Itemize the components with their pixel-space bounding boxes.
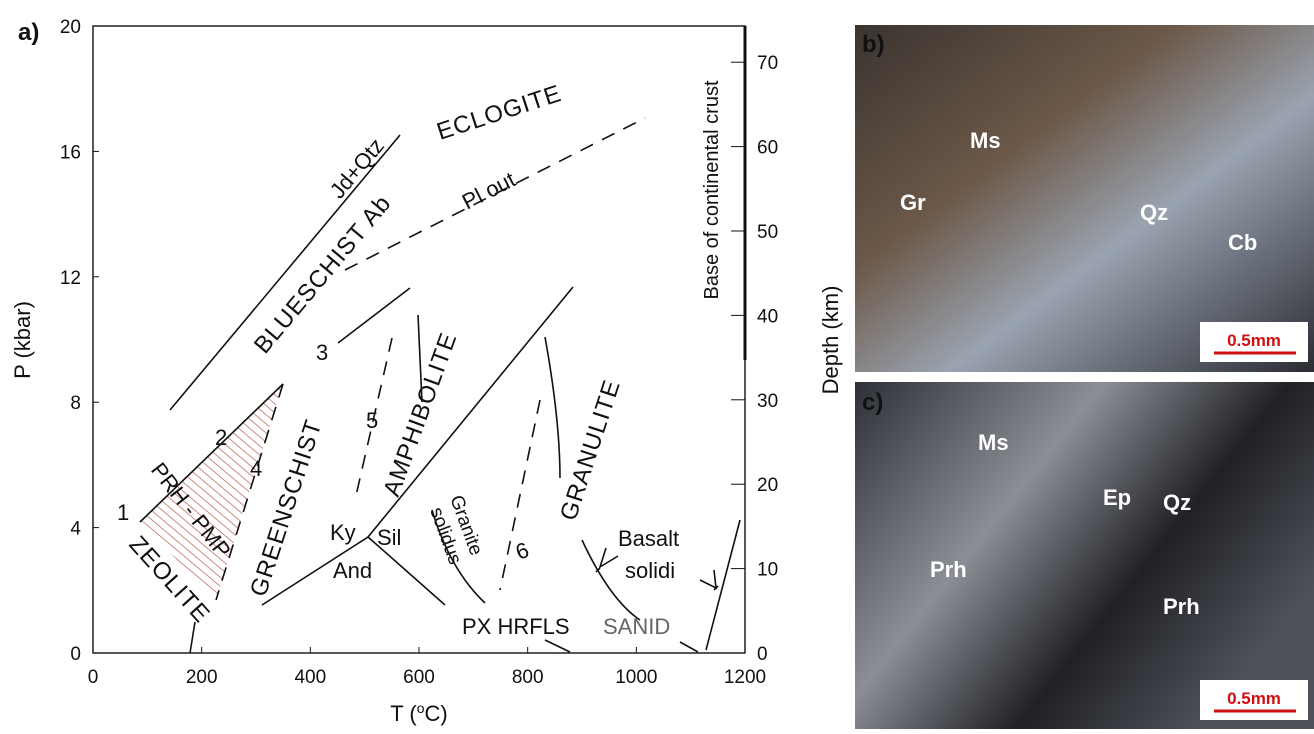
facies-label: Sil — [377, 525, 401, 550]
y-tick-label: 12 — [60, 268, 81, 289]
x-tick-label: 200 — [186, 667, 218, 688]
micrograph — [855, 382, 1314, 729]
x-tick-label: 1000 — [615, 667, 657, 688]
number-label: 2 — [215, 425, 227, 450]
mineral-label: Qz — [1140, 200, 1168, 225]
scale-label: 0.5mm — [1227, 689, 1281, 708]
x-tick-label: 800 — [512, 667, 544, 688]
facies-label: PX HRFLS — [462, 614, 570, 639]
y-tick-label: 4 — [70, 519, 81, 540]
boundary — [545, 337, 560, 478]
mineral-label: Ms — [978, 430, 1009, 455]
mineral-label: Qz — [1163, 490, 1191, 515]
depth-tick-label: 50 — [757, 222, 778, 243]
x-tick-label: 0 — [88, 667, 99, 688]
mineral-label: Gr — [900, 190, 926, 215]
facies-label: Pl out — [458, 167, 519, 215]
x-axis-title: T (oC) — [390, 700, 448, 726]
y-tick-label: 20 — [60, 17, 81, 38]
panel-label: c) — [862, 389, 883, 416]
mineral-label: Prh — [930, 557, 967, 582]
depth-tick-label: 20 — [757, 475, 778, 496]
depth-axis-title: Depth (km) — [818, 286, 843, 395]
panel-label: a) — [18, 19, 39, 46]
facies-label: GRANULITE — [555, 376, 626, 524]
depth-tick-label: 60 — [757, 138, 778, 159]
number-label: 1 — [117, 500, 129, 525]
facies-label: solidi — [625, 558, 675, 583]
number-label: 3 — [316, 340, 328, 365]
facies-label: Basalt — [618, 526, 679, 551]
facies-label: SANID — [603, 614, 670, 639]
facies-label: Ky — [330, 520, 356, 545]
depth-tick-label: 70 — [757, 53, 778, 74]
x-tick-label: 400 — [294, 667, 326, 688]
y-tick-label: 16 — [60, 142, 81, 163]
scale-label: 0.5mm — [1227, 331, 1281, 350]
mineral-label: Cb — [1228, 230, 1257, 255]
depth-tick-label: 10 — [757, 560, 778, 581]
number-label: 6 — [512, 537, 532, 565]
facies-label: ECLOGITE — [434, 80, 565, 146]
crust-label: Base of continental crust — [701, 80, 723, 299]
mineral-label: Prh — [1163, 594, 1200, 619]
depth-tick-label: 0 — [757, 644, 768, 665]
x-tick-label: 1200 — [724, 667, 766, 688]
facies-label: And — [333, 558, 372, 583]
number-label: 5 — [366, 408, 378, 433]
y-tick-label: 0 — [70, 644, 81, 665]
x-tick-label: 600 — [403, 667, 435, 688]
number-label: 4 — [250, 456, 262, 481]
panel-label: b) — [862, 31, 885, 58]
depth-tick-label: 30 — [757, 391, 778, 412]
y-tick-label: 8 — [70, 393, 81, 414]
mineral-label: Ep — [1103, 485, 1131, 510]
y-axis-title: P (kbar) — [10, 301, 35, 379]
figure: a) ECLOGITE Jd+Qtz BLUESCHIST Ab Pl out … — [0, 0, 1314, 729]
depth-tick-label: 40 — [757, 306, 778, 327]
facies-label: BLUESCHIST Ab — [249, 190, 397, 359]
mineral-label: Ms — [970, 128, 1001, 153]
page: {"panel_a": {"panel_label": "a)", "x_axi… — [0, 0, 1314, 729]
